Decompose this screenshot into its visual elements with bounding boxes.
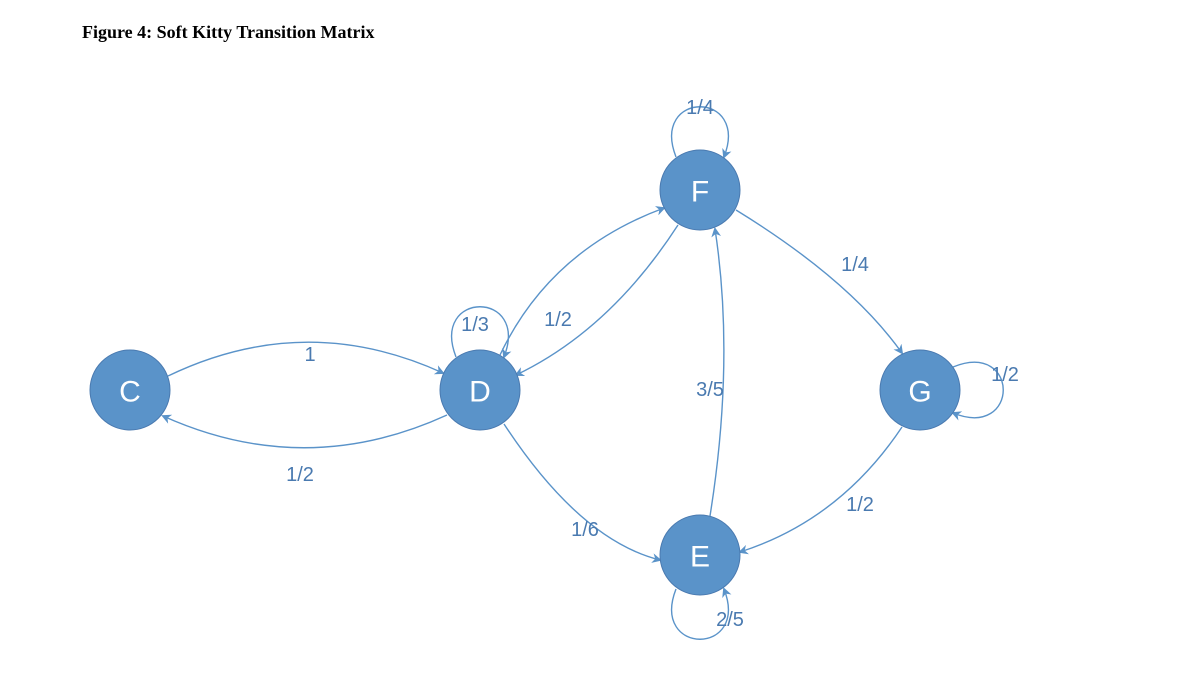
- edge-label-G-E: 1/2: [846, 494, 874, 516]
- edges-layer: [163, 107, 1003, 640]
- edge-F-G: [736, 210, 902, 353]
- node-label-E: E: [690, 541, 710, 574]
- edge-label-D-C: 1/2: [286, 464, 314, 486]
- edge-label-F-F: 1/4: [686, 97, 714, 119]
- transition-diagram: C D E F G 1 1/2 1/3 1/2 1/6 3/5 2/5 1/4 1/4 1/2 1/2: [0, 0, 1200, 690]
- edge-E-F: [710, 229, 724, 516]
- edge-label-D-D: 1/3: [461, 314, 489, 336]
- edge-label-E-F: 3/5: [696, 379, 724, 401]
- edge-D-C: [163, 415, 447, 448]
- edge-label-E-E: 2/5: [716, 609, 744, 631]
- edge-label-C-D: 1: [304, 344, 315, 366]
- edge-label-G-G: 1/2: [991, 364, 1019, 386]
- edge-label-D-F: 1/2: [544, 309, 572, 331]
- nodes-layer: C D E F G: [90, 150, 960, 595]
- node-label-C: C: [119, 376, 141, 409]
- node-label-G: G: [908, 376, 931, 409]
- edge-label-F-G: 1/4: [841, 254, 869, 276]
- node-label-D: D: [469, 376, 491, 409]
- edge-label-D-E: 1/6: [571, 519, 599, 541]
- edge-G-E: [740, 427, 902, 552]
- node-label-F: F: [691, 176, 709, 209]
- edge-F-D: [516, 225, 678, 375]
